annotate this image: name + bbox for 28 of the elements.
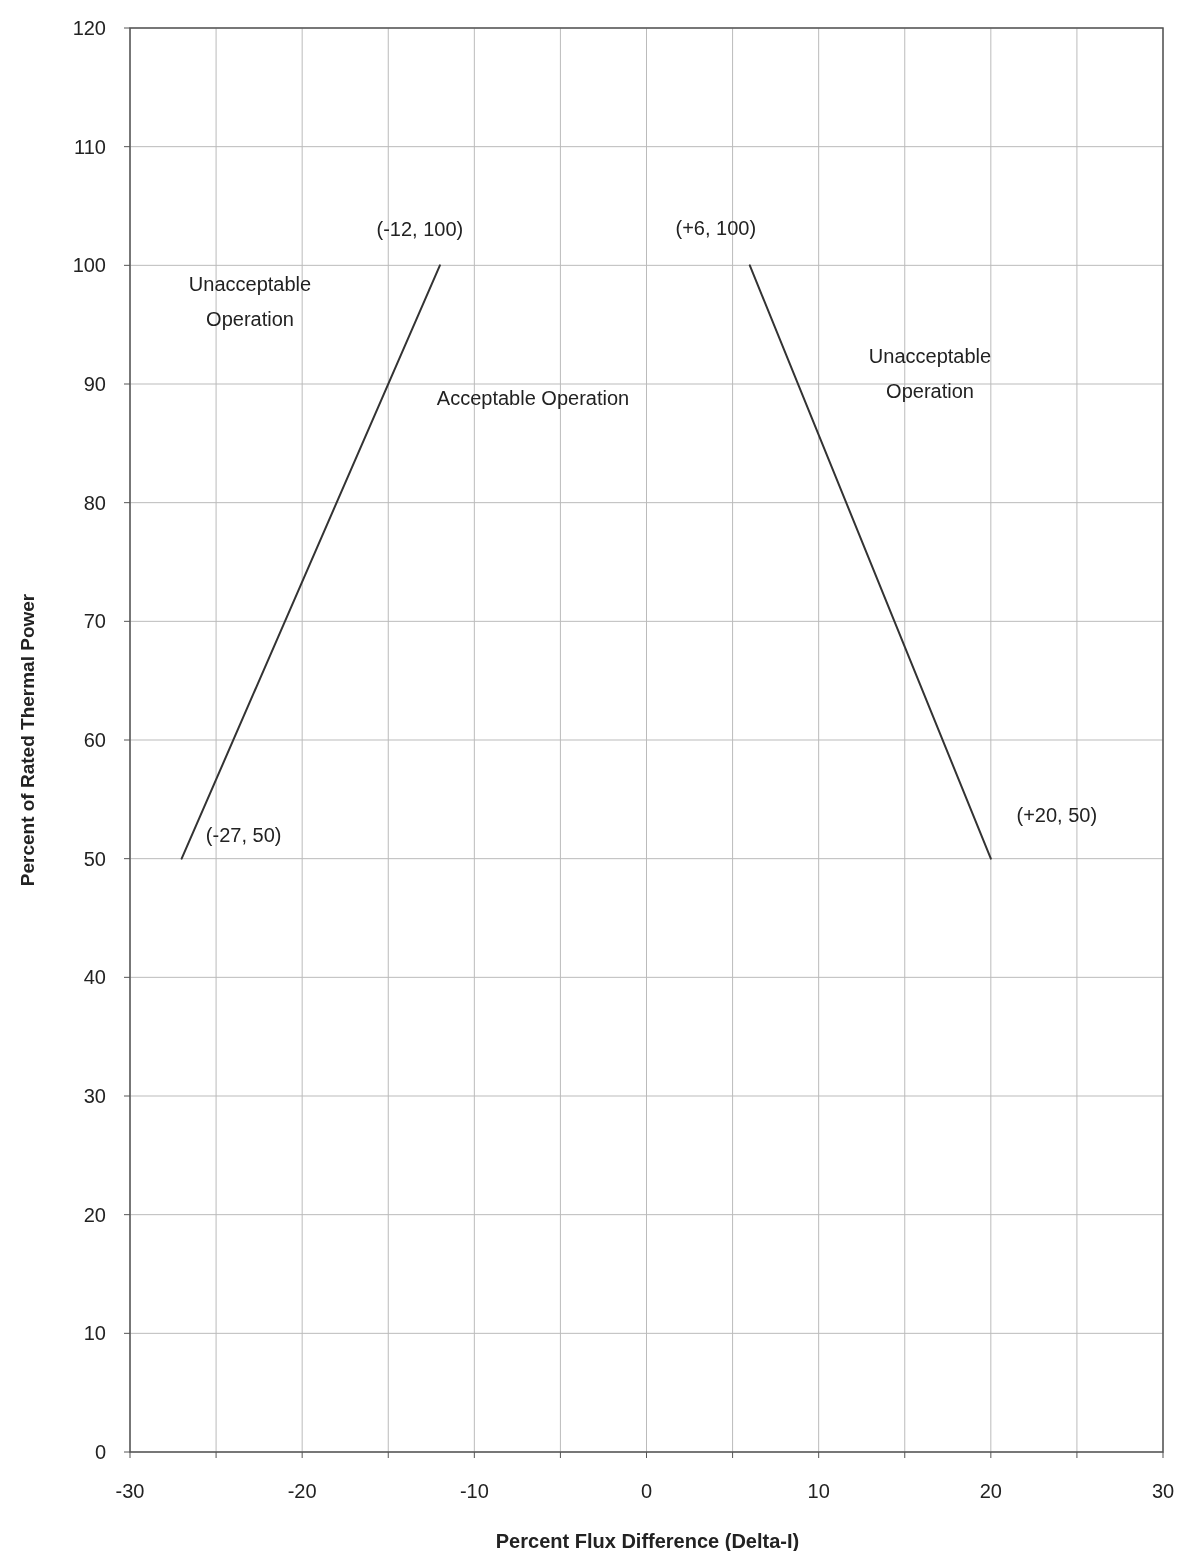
y-tick-label: 100	[72, 254, 106, 277]
x-tick-label: 20	[979, 1480, 1002, 1502]
x-tick-label: 0	[640, 1480, 653, 1502]
y-tick-label: 30	[83, 1085, 106, 1107]
y-axis-title: Percent of Rated Thermal Power	[17, 593, 38, 887]
y-tick-label: 90	[83, 373, 106, 395]
y-tick-label: 80	[83, 491, 106, 514]
annotation: Unacceptable Operation	[868, 345, 992, 402]
y-tick-label: 110	[74, 135, 106, 158]
annotation: (+20, 50)	[1016, 803, 1098, 826]
y-tick-label: 40	[83, 966, 106, 989]
y-tick-label: 20	[83, 1203, 106, 1226]
x-tick-label: -20	[287, 1480, 317, 1502]
annotation: (-27, 50)	[205, 823, 282, 846]
y-tick-label: 60	[83, 729, 106, 751]
x-tick-label: -10	[459, 1480, 489, 1502]
y-tick-label: 10	[83, 1322, 106, 1345]
x-tick-label: -30	[115, 1480, 145, 1502]
y-tick-label: 0	[94, 1441, 106, 1463]
annotation: (-12, 100)	[376, 218, 464, 241]
y-tick-label: 50	[83, 847, 106, 870]
x-tick-label: 30	[1151, 1480, 1175, 1502]
annotation: (+6, 100)	[675, 217, 757, 240]
y-tick-label: 120	[72, 17, 106, 39]
x-tick-label: 10	[807, 1480, 830, 1502]
y-tick-label: 70	[83, 610, 106, 633]
annotation: Unacceptable Operation	[188, 273, 312, 330]
annotation: Acceptable Operation	[436, 387, 630, 409]
